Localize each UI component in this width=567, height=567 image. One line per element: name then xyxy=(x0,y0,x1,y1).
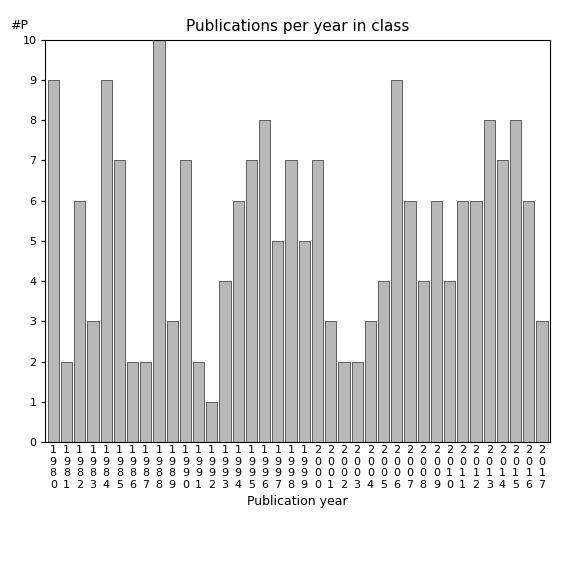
Bar xyxy=(431,201,442,442)
Bar xyxy=(325,321,336,442)
Bar xyxy=(140,362,151,442)
Title: Publications per year in class: Publications per year in class xyxy=(186,19,409,35)
Bar xyxy=(48,80,59,442)
Bar xyxy=(219,281,231,442)
Bar xyxy=(100,80,112,442)
Text: #P: #P xyxy=(10,19,28,32)
Bar xyxy=(87,321,99,442)
Bar xyxy=(484,120,495,442)
Bar xyxy=(299,241,310,442)
X-axis label: Publication year: Publication year xyxy=(247,496,348,509)
Bar xyxy=(391,80,403,442)
Bar xyxy=(285,160,297,442)
Bar xyxy=(523,201,535,442)
Bar xyxy=(74,201,85,442)
Bar xyxy=(536,321,548,442)
Bar xyxy=(365,321,376,442)
Bar xyxy=(404,201,416,442)
Bar xyxy=(259,120,270,442)
Bar xyxy=(510,120,521,442)
Bar xyxy=(232,201,244,442)
Bar xyxy=(497,160,508,442)
Bar xyxy=(206,402,217,442)
Bar xyxy=(246,160,257,442)
Bar xyxy=(444,281,455,442)
Bar xyxy=(312,160,323,442)
Bar xyxy=(127,362,138,442)
Bar xyxy=(114,160,125,442)
Bar xyxy=(272,241,284,442)
Bar xyxy=(180,160,191,442)
Bar xyxy=(471,201,481,442)
Bar xyxy=(378,281,389,442)
Bar xyxy=(153,40,164,442)
Bar xyxy=(167,321,178,442)
Bar xyxy=(352,362,363,442)
Bar xyxy=(417,281,429,442)
Bar xyxy=(338,362,349,442)
Bar xyxy=(61,362,72,442)
Bar xyxy=(193,362,204,442)
Bar xyxy=(457,201,468,442)
